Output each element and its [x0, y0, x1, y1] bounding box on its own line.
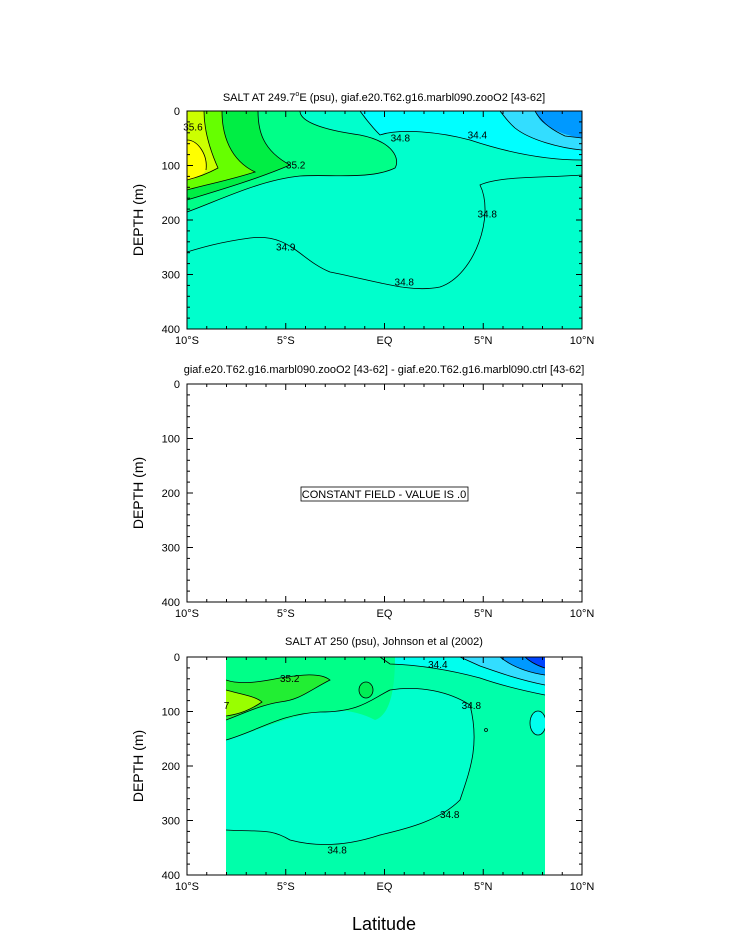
contour-label: 35.6	[183, 122, 203, 133]
x-tick-label: 10°N	[570, 608, 595, 620]
contour-label: 34.8	[395, 278, 415, 289]
y-tick-label: 0	[174, 652, 180, 664]
contour-label: 34.8	[477, 210, 497, 221]
panel-3-contour-lines	[226, 657, 545, 845]
contour-label: 34.8	[440, 810, 460, 821]
panel-3-observed-salinity: SALT AT 250 (psu), Johnson et al (2002)	[226, 636, 545, 875]
panel-1-model-salinity: SALT AT 249.7oE (psu), giaf.e20.T62.g16.…	[187, 91, 582, 329]
fill-deepblue-top	[525, 657, 545, 668]
panel-3-title: SALT AT 250 (psu), Johnson et al (2002)	[285, 636, 483, 648]
y-tick-label: 300	[162, 270, 180, 282]
fill-blue-north	[535, 111, 582, 138]
y-axis-title: DEPTH (m)	[130, 730, 146, 802]
fill-green-island	[359, 682, 373, 698]
x-tick-label: EQ	[377, 608, 393, 620]
y-tick-label: 300	[162, 543, 180, 555]
panel-1-title: SALT AT 249.7oE (psu), giaf.e20.T62.g16.…	[223, 91, 545, 104]
y-tick-label: 100	[162, 161, 180, 173]
y-tick-label: 0	[174, 379, 180, 391]
constant-field-annotation: CONSTANT FIELD - VALUE IS .0	[302, 489, 466, 501]
y-tick-label: 400	[162, 597, 180, 609]
panel-1-contour-lines	[187, 111, 582, 290]
x-tick-label: 5°S	[277, 881, 295, 893]
panel-1-contour-fill	[187, 111, 582, 329]
contour-label: 34.4	[428, 660, 448, 671]
x-tick-label: 5°N	[474, 608, 493, 620]
x-tick-label: 10°S	[175, 608, 199, 620]
y-axis-title: DEPTH (m)	[130, 184, 146, 256]
fill-green-obs	[226, 674, 330, 720]
x-tick-label: 10°S	[175, 335, 199, 347]
y-tick-label: 300	[162, 816, 180, 828]
y-tick-label: 0	[174, 106, 180, 118]
x-tick-label: EQ	[377, 881, 393, 893]
y-tick-label: 100	[162, 434, 180, 446]
contour-label: 7	[224, 701, 230, 712]
contour-label: 34.8	[391, 133, 411, 144]
axes-layer	[186, 110, 583, 876]
x-axis-title: Latitude	[352, 914, 416, 934]
fill-cyan-island	[530, 711, 545, 735]
contour-label: 35.2	[286, 161, 306, 172]
x-tick-label: 10°N	[570, 881, 595, 893]
x-tick-label: 10°N	[570, 335, 595, 347]
x-tick-label: 5°N	[474, 335, 493, 347]
y-tick-label: 400	[162, 324, 180, 336]
y-tick-label: 400	[162, 870, 180, 882]
x-tick-label: 5°S	[277, 608, 295, 620]
contour-label: 34.4	[468, 131, 488, 142]
y-tick-label: 100	[162, 707, 180, 719]
x-tick-label: 5°S	[277, 335, 295, 347]
fill-yellowgreen-obs	[226, 690, 262, 716]
contour-label: 35.2	[280, 674, 300, 685]
labels-layer: 10°S 5°S EQ 5°N 10°N 0 100 200 300 400 DEPTH (m) 35…	[130, 106, 594, 893]
x-tick-label: 5°N	[474, 881, 493, 893]
fill-seagreen-obs	[226, 657, 395, 740]
y-tick-label: 200	[162, 488, 180, 500]
y-tick-label: 200	[162, 761, 180, 773]
panel-2-title: giaf.e20.T62.g16.marbl090.zooO2 [43-62] …	[184, 364, 585, 376]
panel-2-difference: giaf.e20.T62.g16.marbl090.zooO2 [43-62] …	[184, 364, 585, 502]
panel-3-contour-fill	[226, 657, 545, 875]
x-tick-label: 10°S	[175, 881, 199, 893]
constant-field-box	[300, 486, 469, 502]
y-axis-title: DEPTH (m)	[130, 457, 146, 529]
contour-label: 34.9	[276, 242, 296, 253]
contour-label: 34.8	[462, 701, 482, 712]
y-tick-label: 200	[162, 215, 180, 227]
x-tick-label: EQ	[377, 335, 393, 347]
contour-label: 34.8	[327, 845, 347, 856]
